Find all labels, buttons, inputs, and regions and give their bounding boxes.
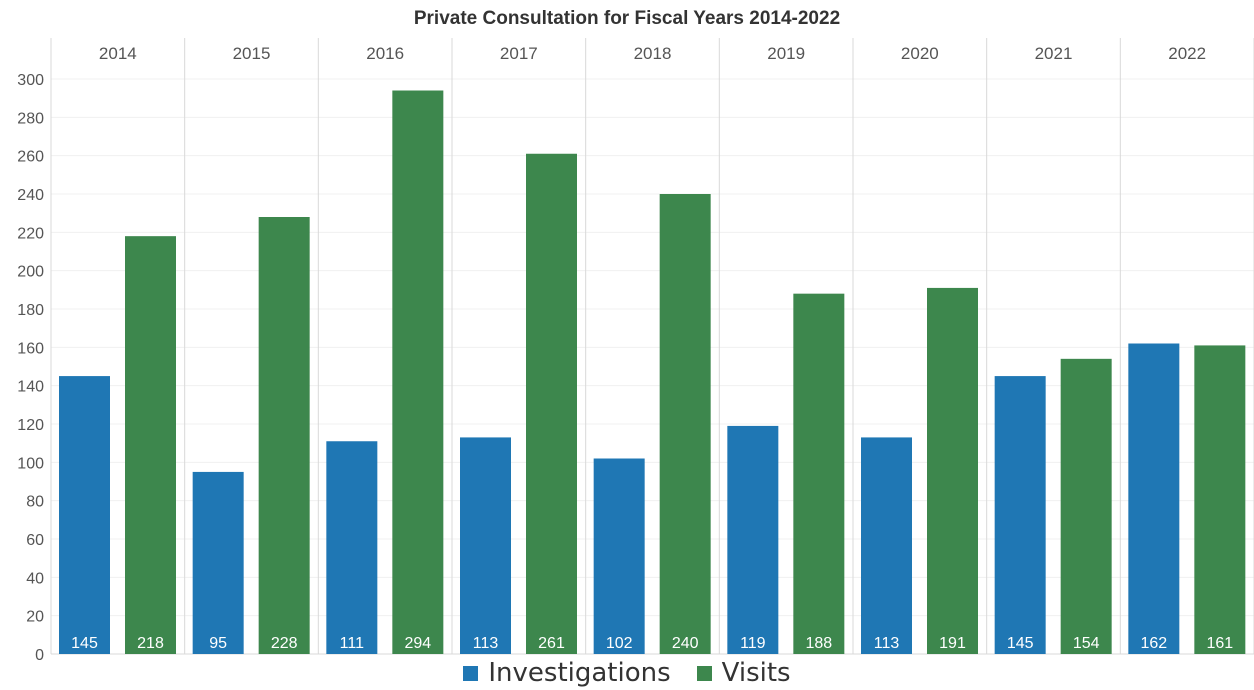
legend-swatch-investigations (463, 665, 479, 681)
data-label: 102 (606, 635, 633, 652)
legend-label-investigations: Investigations (488, 658, 671, 688)
data-label: 154 (1073, 635, 1100, 652)
y-tick-label: 280 (17, 110, 44, 127)
data-label: 188 (805, 635, 832, 652)
data-label: 113 (473, 635, 499, 652)
legend-item-investigations: Investigations (463, 658, 671, 688)
y-tick-label: 180 (17, 302, 44, 319)
bar-investigations-2014 (59, 376, 110, 654)
y-tick-label: 80 (26, 494, 44, 511)
data-label: 119 (740, 635, 766, 652)
category-header: 2020 (901, 44, 939, 63)
bar-investigations-2021 (994, 376, 1046, 654)
bar-visits-2015 (258, 217, 310, 654)
category-header: 2016 (366, 44, 404, 63)
legend: Investigations Visits (0, 658, 1254, 688)
data-label: 240 (672, 635, 699, 652)
category-header: 2015 (233, 44, 271, 63)
bar-visits-2019 (793, 293, 845, 654)
bar-visits-2014 (125, 236, 176, 654)
data-label: 161 (1206, 635, 1233, 652)
y-tick-label: 160 (17, 340, 44, 357)
chart-title: Private Consultation for Fiscal Years 20… (413, 8, 841, 29)
category-header: 2017 (500, 44, 538, 63)
data-label: 95 (209, 635, 227, 652)
data-label: 145 (1007, 635, 1034, 652)
bar-investigations-2020 (861, 437, 912, 654)
bar-investigations-2018 (593, 458, 645, 654)
data-label: 261 (538, 635, 565, 652)
data-label: 111 (340, 635, 364, 652)
bar-investigations-2015 (192, 471, 244, 654)
y-tick-label: 100 (17, 455, 44, 472)
y-tick-label: 60 (26, 532, 44, 549)
y-tick-label: 200 (17, 264, 44, 281)
legend-label-visits: Visits (721, 658, 791, 688)
bar-investigations-2022 (1128, 343, 1180, 654)
data-label: 191 (939, 635, 966, 652)
y-tick-label: 300 (17, 72, 44, 89)
bar-visits-2018 (659, 194, 711, 654)
data-label: 228 (271, 635, 298, 652)
y-tick-label: 140 (17, 379, 44, 396)
data-label: 113 (874, 635, 900, 652)
bar-visits-2021 (1060, 358, 1112, 654)
data-label: 294 (404, 635, 431, 652)
y-tick-label: 20 (26, 609, 44, 626)
y-tick-label: 120 (17, 417, 44, 434)
bar-visits-2020 (927, 287, 978, 654)
category-header: 2021 (1035, 44, 1073, 63)
y-tick-label: 260 (17, 149, 44, 166)
bar-investigations-2016 (326, 441, 378, 654)
bar-investigations-2019 (727, 425, 779, 654)
data-label: 162 (1140, 635, 1167, 652)
bar-visits-2017 (526, 153, 577, 654)
y-tick-label: 220 (17, 225, 44, 242)
bar-visits-2022 (1194, 345, 1246, 654)
category-header: 2019 (767, 44, 805, 63)
y-tick-label: 0 (35, 647, 44, 664)
bar-visits-2016 (392, 90, 444, 654)
data-label: 145 (71, 635, 98, 652)
category-header: 2014 (99, 44, 137, 63)
y-tick-label: 40 (26, 570, 44, 587)
category-header: 2018 (634, 44, 672, 63)
data-label: 218 (137, 635, 164, 652)
y-tick-label: 240 (17, 187, 44, 204)
category-header: 2022 (1168, 44, 1206, 63)
legend-item-visits: Visits (696, 658, 791, 688)
legend-swatch-visits (696, 665, 712, 681)
bar-investigations-2017 (460, 437, 511, 654)
